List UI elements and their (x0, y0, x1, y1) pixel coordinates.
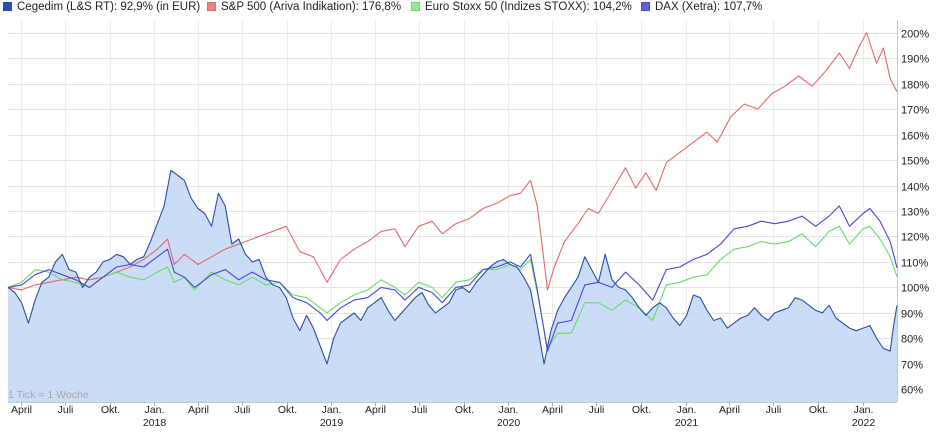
y-tick-label: 60% (901, 385, 923, 397)
legend-swatch-cegedim (3, 2, 12, 11)
y-tick-label: 190% (901, 54, 929, 66)
legend-swatch-eurostoxx (411, 2, 420, 11)
y-tick-label: 180% (901, 80, 929, 92)
series-area (8, 170, 897, 402)
x-tick-label: Okt. (455, 404, 474, 416)
x-tick-year: 2022 (852, 417, 876, 429)
x-tick-year: 2020 (497, 417, 521, 429)
x-tick-year: 2018 (143, 417, 167, 429)
x-tick-label: Okt. (809, 404, 828, 416)
tick-note: 1 Tick = 1 Woche (8, 389, 89, 401)
x-tick-label: April (188, 404, 209, 416)
legend: Cegedim (L&S RT): 92,9% (in EUR) S&P 500… (0, 0, 940, 16)
x-tick-year: 2021 (675, 417, 699, 429)
x-tick-label: April (365, 404, 386, 416)
x-tick-label: Juli (235, 404, 251, 416)
y-axis: 200% 190% 180% 170% 160% 150% 140% 130% 120% 110%… (901, 29, 929, 397)
y-tick-label: 150% (901, 156, 929, 168)
series-line-2 (7, 225, 898, 350)
y-tick-label: 200% (901, 29, 929, 41)
legend-item-sp500[interactable]: S&P 500 (Ariva Indikation): 176,8% (207, 1, 401, 13)
x-tick-label: Jan. (145, 404, 165, 416)
x-tick-label: April (11, 404, 32, 416)
x-tick-label: Jan. (499, 404, 519, 416)
series-area-0 (8, 170, 897, 402)
y-tick-label: 70% (901, 360, 923, 372)
y-tick-label: 100% (901, 283, 929, 295)
legend-label-sp500: S&P 500 (Ariva Indikation): 176,8% (221, 1, 402, 13)
x-tick-label: Jan. (854, 404, 874, 416)
legend-item-cegedim[interactable]: Cegedim (L&S RT): 92,9% (in EUR) (3, 1, 200, 13)
series-line-1 (7, 32, 898, 291)
x-tick-label: Jan. (322, 404, 342, 416)
y-tick-label: 80% (901, 334, 923, 346)
x-tick-label: Okt. (101, 404, 120, 416)
x-tick-label: Juli (58, 404, 74, 416)
y-tick-label: 90% (901, 309, 923, 321)
series-line-0 (7, 169, 898, 365)
legend-label-dax: DAX (Xetra): 107,7% (655, 1, 763, 13)
series-line-3 (7, 205, 898, 352)
legend-item-eurostoxx[interactable]: Euro Stoxx 50 (Indizes STOXX): 104,2% (411, 1, 632, 13)
series-lines (7, 32, 898, 365)
legend-label-eurostoxx: Euro Stoxx 50 (Indizes STOXX): 104,2% (425, 1, 632, 13)
y-tick-label: 120% (901, 232, 929, 244)
y-tick-label: 110% (901, 258, 929, 270)
x-tick-label: April (719, 404, 740, 416)
x-tick-label: Juli (589, 404, 605, 416)
y-tick-label: 130% (901, 207, 929, 219)
x-tick-label: April (542, 404, 563, 416)
y-tick-label: 160% (901, 131, 929, 143)
legend-swatch-sp500 (207, 2, 216, 11)
x-tick-label: Juli (412, 404, 428, 416)
x-tick-year: 2019 (320, 417, 344, 429)
x-tick-label: Okt. (278, 404, 297, 416)
legend-swatch-dax (641, 2, 650, 11)
x-tick-label: Juli (766, 404, 782, 416)
y-tick-label: 170% (901, 105, 929, 117)
x-tick-label: Okt. (632, 404, 651, 416)
legend-item-dax[interactable]: DAX (Xetra): 107,7% (641, 1, 762, 13)
legend-label-cegedim: Cegedim (L&S RT): 92,9% (in EUR) (17, 1, 201, 13)
y-tick-label: 140% (901, 182, 929, 194)
x-tick-label: Jan. (677, 404, 697, 416)
